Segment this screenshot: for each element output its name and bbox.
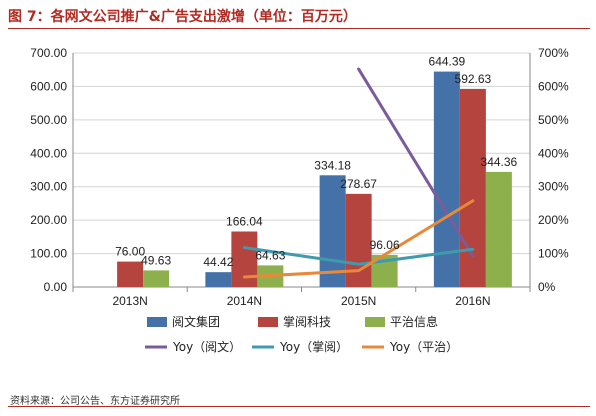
y-left-tick-label: 200.00	[30, 213, 67, 227]
source-note: 资料来源：公司公告、东方证券研究所	[10, 396, 180, 407]
x-tick-label: 2014N	[227, 294, 262, 308]
data-label: 64.63	[255, 248, 285, 262]
bar	[231, 231, 258, 287]
bar	[143, 270, 170, 287]
series-line	[242, 246, 475, 266]
data-label: 592.63	[455, 72, 492, 86]
x-tick-label: 2015N	[341, 294, 376, 308]
y-right-tick-label: 700%	[538, 46, 569, 60]
legend-label: 平治信息	[390, 314, 438, 329]
legend-label: Yoy（阅文）	[172, 339, 241, 354]
data-label: 44.42	[203, 255, 233, 269]
y-right-tick-label: 200%	[538, 213, 569, 227]
bar	[345, 193, 372, 287]
data-label: 96.06	[370, 238, 400, 252]
y-left-tick-label: 100.00	[30, 247, 67, 261]
data-label: 644.39	[429, 55, 466, 69]
title-rule	[8, 28, 590, 29]
legend-label: 阅文集团	[172, 314, 220, 329]
bottom-rule	[8, 406, 590, 407]
legend-swatch	[365, 317, 385, 327]
y-right-tick-label: 300%	[538, 180, 569, 194]
y-left-tick-label: 0.00	[44, 280, 68, 294]
data-label: 344.36	[481, 155, 518, 169]
legend-swatch	[258, 317, 278, 327]
y-right-tick-label: 100%	[538, 247, 569, 261]
y-right-tick-label: 500%	[538, 113, 569, 127]
series-line	[242, 199, 475, 279]
y-left-tick-label: 700.00	[30, 46, 67, 60]
y-left-tick-label: 400.00	[30, 146, 67, 160]
x-tick-label: 2016N	[455, 294, 490, 308]
chart: 0.00 100.00 200.00 300.00 400.00 500.00 600.00…	[30, 46, 569, 354]
figure-title: 图 7：各网文公司推广&广告支出激增（单位：百万元）	[8, 9, 357, 25]
data-label: 278.67	[340, 177, 377, 191]
y-left-tick-label: 300.00	[30, 180, 67, 194]
bar	[319, 175, 346, 287]
y-right-tick-label: 600%	[538, 79, 569, 93]
x-tick-label: 2013N	[112, 294, 147, 308]
data-label: 49.63	[141, 253, 171, 267]
series-line	[357, 67, 475, 258]
data-label: 334.18	[314, 158, 351, 172]
y-left-tick-label: 500.00	[30, 113, 67, 127]
y-left-tick-label: 600.00	[30, 79, 67, 93]
bar	[205, 272, 232, 287]
legend-label: 掌阅科技	[283, 315, 331, 329]
data-label: 76.00	[115, 245, 145, 259]
y-right-tick-label: 0%	[538, 280, 556, 294]
legend-swatch	[147, 317, 167, 327]
legend-label: Yoy（掌阅）	[279, 340, 348, 354]
bar	[117, 261, 144, 287]
y-right-tick-label: 400%	[538, 146, 569, 160]
bar	[485, 171, 512, 287]
data-label: 166.04	[226, 214, 263, 228]
legend-label: Yoy（平治）	[389, 340, 458, 354]
